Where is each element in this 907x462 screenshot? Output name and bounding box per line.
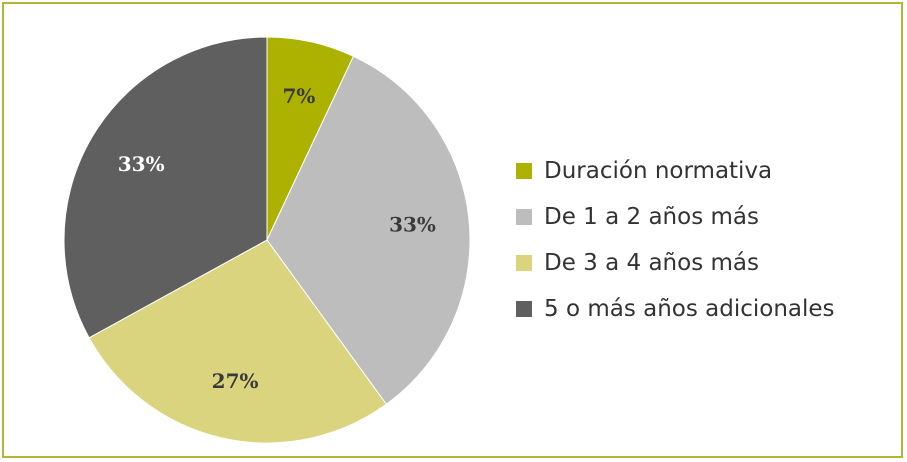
legend-swatch-4	[516, 301, 532, 317]
slice-label-2: 33%	[389, 213, 436, 237]
legend: Duración normativa De 1 a 2 años más De 3 …	[516, 148, 835, 332]
legend-item-4: 5 o más años adicionales	[516, 286, 835, 332]
legend-swatch-2	[516, 209, 532, 225]
legend-label-2: De 1 a 2 años más	[544, 204, 759, 230]
legend-item-3: De 3 a 4 años más	[516, 240, 835, 286]
legend-label-3: De 3 a 4 años más	[544, 250, 759, 276]
legend-swatch-1	[516, 163, 532, 179]
legend-label-1: Duración normativa	[544, 158, 773, 184]
pie-slice-2	[266, 55, 471, 405]
pie-slice-3	[88, 239, 388, 444]
slice-label-3: 27%	[212, 369, 259, 393]
legend-swatch-3	[516, 255, 532, 271]
slice-label-1: 7%	[282, 84, 315, 108]
pie-slice-4	[63, 36, 268, 339]
legend-label-4: 5 o más años adicionales	[544, 296, 835, 322]
legend-item-2: De 1 a 2 años más	[516, 194, 835, 240]
legend-item-1: Duración normativa	[516, 148, 835, 194]
slice-label-4: 33%	[118, 152, 165, 176]
